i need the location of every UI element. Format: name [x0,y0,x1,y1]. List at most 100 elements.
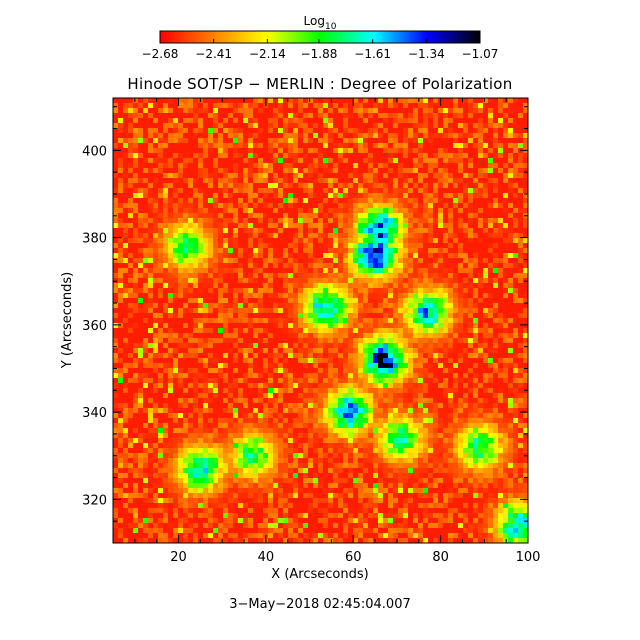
heatmap-cell [413,298,418,303]
heatmap-cell [268,228,273,233]
heatmap-cell [233,203,238,208]
heatmap-cell [163,238,168,243]
heatmap-cell [163,243,168,248]
heatmap-cell [323,383,328,388]
heatmap-cell [388,263,393,268]
heatmap-cell [233,233,238,238]
heatmap-cell [273,393,278,398]
heatmap-cell [228,108,233,113]
heatmap-cell [413,283,418,288]
heatmap-cell [193,178,198,183]
heatmap-cell [163,218,168,223]
heatmap-cell [133,98,138,103]
heatmap-cell [213,138,218,143]
heatmap-cell [123,358,128,363]
heatmap-cell [138,103,143,108]
heatmap-cell [343,188,348,193]
heatmap-cell [488,158,493,163]
heatmap-cell [458,298,463,303]
heatmap-cell [503,328,508,333]
heatmap-cell [203,153,208,158]
heatmap-cell [263,238,268,243]
heatmap-cell [183,118,188,123]
heatmap-cell [498,333,503,338]
heatmap-cell [118,358,123,363]
heatmap-cell [423,193,428,198]
heatmap-cell [293,163,298,168]
heatmap-cell [173,393,178,398]
heatmap-cell [328,333,333,338]
heatmap-cell [323,233,328,238]
heatmap-cell [418,238,423,243]
heatmap-cell [508,183,513,188]
heatmap-cell [488,388,493,393]
heatmap-cell [298,313,303,318]
heatmap-cell [273,293,278,298]
heatmap-cell [323,368,328,373]
heatmap-cell [333,378,338,383]
heatmap-cell [518,273,523,278]
heatmap-cell [293,323,298,328]
heatmap-cell [513,258,518,263]
heatmap-cell [498,343,503,348]
heatmap-cell [448,348,453,353]
heatmap-cell [423,128,428,133]
heatmap-cell [223,153,228,158]
heatmap-cell [518,113,523,118]
heatmap-cell [313,228,318,233]
heatmap-cell [523,103,528,108]
heatmap-cell [128,378,133,383]
heatmap-cell [363,248,368,253]
heatmap-cell [358,123,363,128]
heatmap-cell [253,273,258,278]
heatmap-cell [448,98,453,103]
heatmap-cell [373,338,378,343]
heatmap-cell [163,358,168,363]
heatmap-cell [213,363,218,368]
heatmap-cell [463,228,468,233]
heatmap-cell [173,213,178,218]
heatmap-cell [143,163,148,168]
heatmap-cell [518,358,523,363]
heatmap-cell [223,243,228,248]
heatmap-cell [148,168,153,173]
heatmap-cell [188,388,193,393]
heatmap-cell [398,308,403,313]
heatmap-cell [173,188,178,193]
heatmap-cell [328,218,333,223]
heatmap-cell [128,193,133,198]
heatmap-cell [318,353,323,358]
heatmap-cell [183,103,188,108]
heatmap-cell [373,228,378,233]
heatmap-cell [398,198,403,203]
heatmap-cell [158,313,163,318]
heatmap-cell [318,108,323,113]
heatmap-cell [468,163,473,168]
heatmap-cell [358,238,363,243]
heatmap-cell [363,288,368,293]
heatmap-cell [223,348,228,353]
heatmap-cell [478,318,483,323]
heatmap-cell [408,303,413,308]
heatmap-cell [328,273,333,278]
heatmap-cell [123,343,128,348]
heatmap-cell [158,378,163,383]
heatmap-cell [153,343,158,348]
heatmap-cell [358,108,363,113]
heatmap-cell [383,333,388,338]
heatmap-cell [513,233,518,238]
heatmap-cell [208,258,213,263]
heatmap-cell [263,333,268,338]
heatmap-cell [113,268,118,273]
heatmap-cell [343,168,348,173]
heatmap-cell [358,128,363,133]
heatmap-cell [253,98,258,103]
heatmap-cell [493,368,498,373]
heatmap-cell [473,258,478,263]
heatmap-cell [383,123,388,128]
heatmap-cell [238,163,243,168]
heatmap-cell [203,318,208,323]
heatmap-cell [223,323,228,328]
heatmap-cell [448,213,453,218]
heatmap-cell [148,228,153,233]
